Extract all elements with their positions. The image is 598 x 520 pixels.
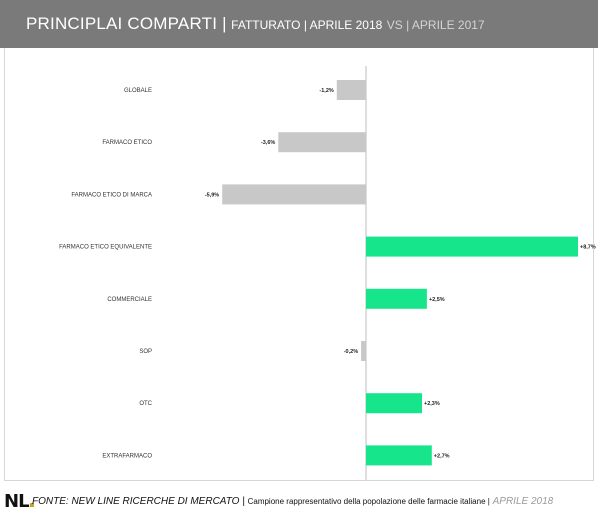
category-label: SOP — [139, 349, 152, 355]
page-title: PRINCIPLAI COMPARTI | FATTURATO | APRILE… — [26, 14, 485, 34]
title-sub: FATTURATO | APRILE 2018 — [231, 18, 383, 32]
bar — [366, 445, 432, 466]
footer-source: FONTE: NEW LINE RICERCHE DI MERCATO | — [32, 496, 245, 507]
value-label: -5,9% — [205, 192, 219, 198]
logo: NL — [4, 491, 34, 512]
logo-dot-icon — [29, 503, 34, 507]
chart-frame — [4, 48, 594, 481]
logo-text: NL — [4, 491, 30, 512]
bar-chart: GLOBALE -1,2% FARMACO ETICO -3,6% FARMACO ET… — [59, 66, 596, 480]
footer-date: APRILE 2018 — [492, 496, 554, 507]
bar — [278, 132, 366, 153]
category-label: FARMACO ETICO EQUIVALENTE — [59, 245, 152, 251]
value-label: +2,7% — [434, 453, 450, 459]
bar — [366, 288, 427, 309]
category-label: FARMACO ETICO — [102, 140, 152, 146]
category-label: COMMERCIALE — [107, 297, 152, 303]
header-bar: PRINCIPLAI COMPARTI | FATTURATO | APRILE… — [0, 0, 598, 48]
title-compare: VS | APRILE 2017 — [386, 18, 485, 32]
bar — [222, 184, 366, 205]
category-label: OTC — [139, 401, 152, 407]
bar — [336, 80, 366, 100]
category-label: FARMACO ETICO DI MARCA — [71, 192, 152, 198]
value-label: +8,7% — [580, 245, 596, 251]
value-label: +2,3% — [424, 401, 440, 407]
bar — [361, 341, 366, 361]
value-label: +2,5% — [429, 297, 445, 303]
value-label: -3,6% — [261, 140, 275, 146]
footer-description: Campione rappresentativo della popolazio… — [247, 497, 490, 506]
value-label: -1,2% — [319, 88, 333, 94]
footer: NL FONTE: NEW LINE RICERCHE DI MERCATO |… — [0, 488, 598, 520]
bar — [366, 393, 422, 414]
category-label: GLOBALE — [124, 88, 152, 94]
category-label: EXTRAFARMACO — [102, 453, 152, 459]
footer-text: FONTE: NEW LINE RICERCHE DI MERCATO | Ca… — [32, 496, 553, 507]
value-label: -0,2% — [344, 349, 358, 355]
title-main: PRINCIPLAI COMPARTI | — [26, 14, 227, 33]
bar — [366, 236, 578, 257]
